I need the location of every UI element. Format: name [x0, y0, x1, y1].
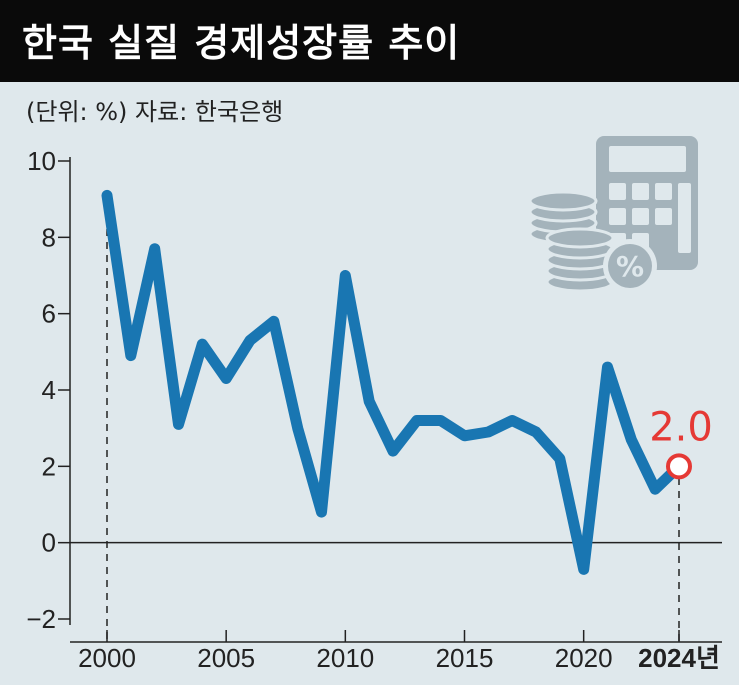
data-point-2018 [534, 429, 538, 434]
data-point-2000 [105, 193, 109, 198]
coin [545, 227, 615, 249]
data-point-2001 [128, 353, 133, 358]
axes: 10 8 6 4 2 0 −2 2000 2005 2010 2015 2020 2024년 [26, 146, 722, 673]
calculator-key [655, 208, 672, 225]
calculator-key-tall [678, 183, 691, 253]
data-point-2009 [319, 510, 324, 515]
data-point-2020 [581, 567, 586, 572]
data-point-2007 [271, 319, 276, 324]
x-tick-label: 2000 [78, 643, 136, 673]
data-point-2022 [629, 437, 634, 442]
data-point-2021 [605, 365, 610, 370]
y-tick-label: 6 [42, 299, 56, 329]
x-tick-label: 2020 [555, 643, 613, 673]
y-tick-label: 0 [42, 528, 56, 558]
data-point-2019 [557, 456, 562, 461]
data-point-2012 [391, 449, 395, 454]
calculator-coins-percent-icon: % [528, 136, 698, 293]
chart-subtitle: (단위: %) 자료: 한국은행 [26, 98, 284, 126]
calculator-key [632, 183, 649, 200]
data-point-2003 [176, 422, 181, 427]
x-tick-label: 2015 [436, 643, 494, 673]
y-tick-label: 10 [27, 146, 56, 176]
y-tick-label: 2 [42, 451, 56, 481]
coin [528, 190, 598, 212]
calculator-key [655, 183, 672, 200]
x-tick-label: 2010 [316, 643, 374, 673]
percent-badge [608, 244, 652, 288]
data-point-2014 [438, 418, 443, 423]
data-point-2004 [200, 342, 205, 347]
y-tick-label: 4 [42, 375, 56, 405]
data-point-2015 [462, 433, 467, 438]
data-point-2013 [414, 418, 419, 423]
x-tick-label: 2024년 [638, 643, 720, 673]
data-point-2010 [343, 273, 348, 278]
series-layer [101, 189, 685, 575]
data-point-2005 [224, 376, 229, 381]
title-bar: 한국 실질 경제성장률 추이 [0, 0, 739, 82]
data-point-2002 [152, 246, 157, 251]
calculator-key [632, 208, 649, 225]
calculator-key [609, 208, 626, 225]
chart-title: 한국 실질 경제성장률 추이 [22, 21, 461, 65]
y-tick-label: 8 [42, 222, 56, 252]
highlight-value-label: 2.0 [649, 404, 713, 450]
calculator-screen [609, 146, 686, 172]
data-point-2008 [295, 426, 300, 431]
data-point-2016 [486, 429, 491, 434]
x-tick-label: 2005 [197, 643, 255, 673]
percent-glyph: % [616, 250, 644, 283]
data-point-2011 [367, 399, 372, 404]
y-tick-label: −2 [26, 604, 56, 634]
data-point-2017 [510, 418, 515, 423]
label-layer: 2.0 [649, 404, 713, 480]
data-point-2023 [653, 487, 658, 492]
highlight-marker-2024 [666, 453, 692, 480]
calculator-key [609, 183, 626, 200]
data-point-2006 [248, 338, 252, 343]
